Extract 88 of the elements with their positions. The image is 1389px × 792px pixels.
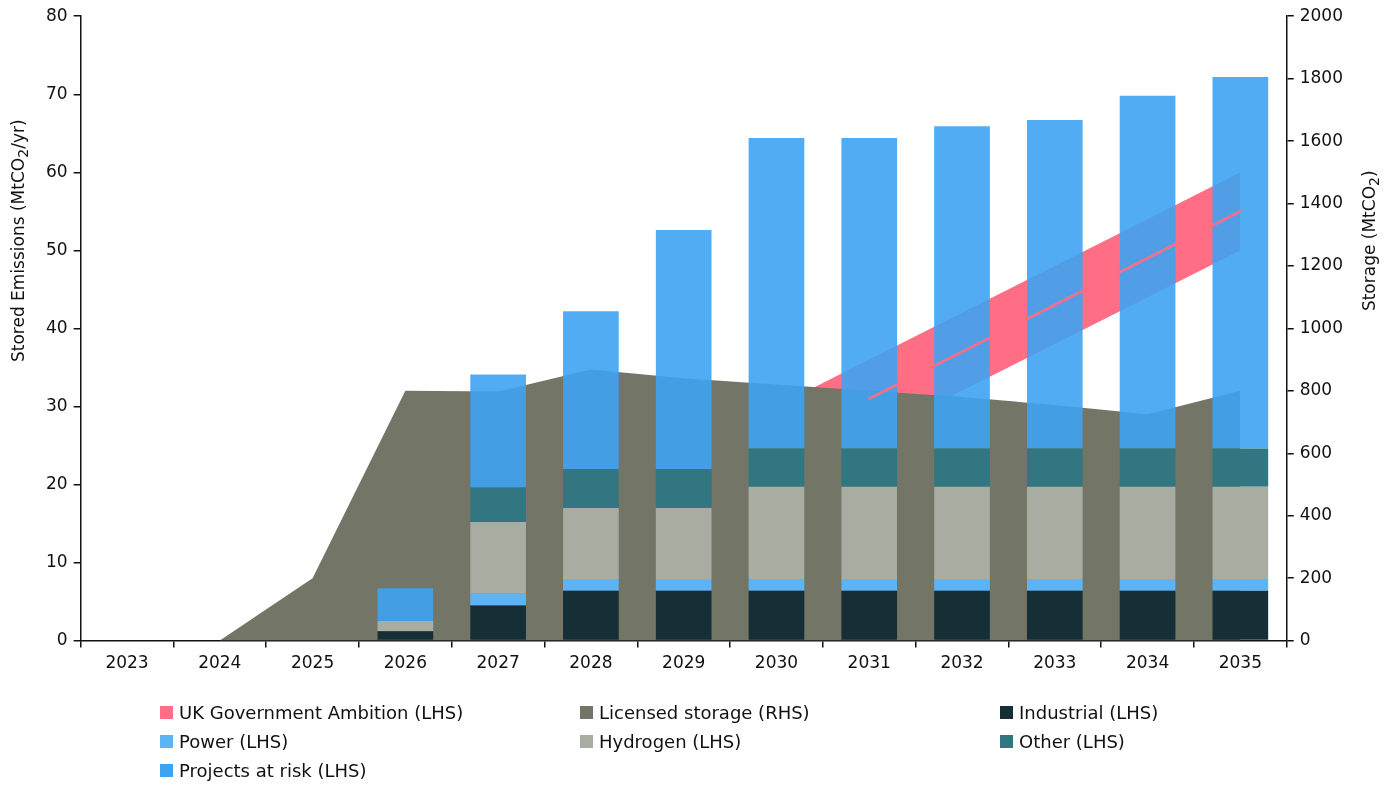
- y2-tick-label: 0: [1299, 629, 1311, 650]
- bar: [934, 126, 990, 449]
- bar: [841, 137, 898, 449]
- bar: [655, 590, 712, 640]
- x-tick-label: 2025: [290, 652, 335, 673]
- bar: [934, 590, 990, 640]
- bar: [1119, 590, 1176, 640]
- bar: [377, 621, 434, 632]
- x-tick-label: 2030: [754, 652, 799, 673]
- bar: [1026, 448, 1083, 487]
- bar: [748, 590, 805, 640]
- bar: [655, 230, 712, 469]
- y-tick-label: 20: [45, 472, 68, 493]
- y2-tick-label: 1400: [1299, 191, 1343, 212]
- x-tick-label: 2032: [940, 652, 984, 673]
- bar: [1026, 486, 1083, 579]
- bar: [1119, 486, 1176, 579]
- x-tick-label: 2034: [1125, 652, 1170, 673]
- bar: [748, 137, 805, 449]
- legend-label: Other (LHS): [1019, 731, 1125, 752]
- bar: [1212, 590, 1269, 640]
- x-tick-label: 2026: [383, 652, 427, 673]
- y-tick-label: 60: [45, 160, 68, 181]
- bar: [655, 578, 712, 591]
- y-tick-label: 70: [45, 82, 68, 103]
- x-tick-label: 2028: [569, 652, 613, 673]
- y2-tick-label: 800: [1299, 379, 1333, 400]
- x-tick-label: 2024: [198, 652, 242, 673]
- bar: [470, 374, 526, 488]
- bar: [470, 605, 526, 640]
- bar: [1212, 77, 1269, 449]
- y-tick-label: 0: [56, 629, 68, 650]
- bar: [470, 487, 526, 522]
- bar: [377, 588, 434, 622]
- bar: [934, 578, 990, 591]
- bar: [563, 311, 619, 469]
- bar: [934, 448, 990, 487]
- bar: [1026, 590, 1083, 640]
- bar: [934, 486, 990, 579]
- y2-tick-label: 2000: [1299, 4, 1343, 25]
- legend-label: Power (LHS): [179, 731, 289, 752]
- bar: [1026, 120, 1083, 449]
- y2-tick-label: 600: [1299, 441, 1333, 462]
- y2-tick-label: 400: [1299, 504, 1333, 525]
- bar: [563, 507, 619, 579]
- x-tick-label: 2035: [1218, 652, 1262, 673]
- legend-label: Licensed storage (RHS): [599, 702, 810, 723]
- y2-tick-label: 1800: [1299, 67, 1343, 88]
- x-tick-label: 2023: [105, 652, 149, 673]
- bar: [655, 507, 712, 579]
- bar: [1212, 448, 1269, 487]
- bar: [470, 593, 526, 606]
- x-tick-label: 2027: [476, 652, 520, 673]
- legend-label: Industrial (LHS): [1019, 702, 1159, 723]
- bar: [1212, 486, 1269, 579]
- y-tick-label: 30: [45, 394, 68, 415]
- bar: [563, 468, 619, 508]
- y-tick-label: 50: [45, 238, 68, 259]
- bar: [1119, 578, 1176, 591]
- bar: [841, 578, 898, 591]
- bar: [563, 578, 619, 591]
- x-tick-label: 2033: [1033, 652, 1077, 673]
- legend-label: UK Government Ambition (LHS): [179, 702, 464, 723]
- y2-tick-label: 1200: [1299, 254, 1343, 275]
- y-tick-label: 10: [45, 550, 68, 571]
- bar: [1212, 578, 1269, 591]
- bar: [1119, 448, 1176, 487]
- bar: [470, 521, 526, 594]
- bar: [377, 631, 434, 640]
- y2-tick-label: 1600: [1299, 129, 1343, 150]
- bar: [748, 448, 805, 487]
- x-tick-label: 2031: [847, 652, 891, 673]
- bar: [841, 448, 898, 487]
- bar: [1119, 95, 1176, 449]
- x-tick-label: 2029: [662, 652, 706, 673]
- y-tick-label: 40: [45, 316, 68, 337]
- y2-tick-label: 1000: [1299, 316, 1343, 337]
- bar: [563, 590, 619, 640]
- y-tick-label: 80: [45, 4, 68, 25]
- bar: [841, 486, 898, 579]
- legend-label: Projects at risk (LHS): [179, 760, 367, 781]
- bar: [1026, 578, 1083, 591]
- legend-label: Hydrogen (LHS): [599, 731, 742, 752]
- bar: [841, 590, 898, 640]
- bar: [748, 486, 805, 579]
- bar: [655, 468, 712, 508]
- y2-tick-label: 200: [1299, 566, 1333, 587]
- bar: [748, 578, 805, 591]
